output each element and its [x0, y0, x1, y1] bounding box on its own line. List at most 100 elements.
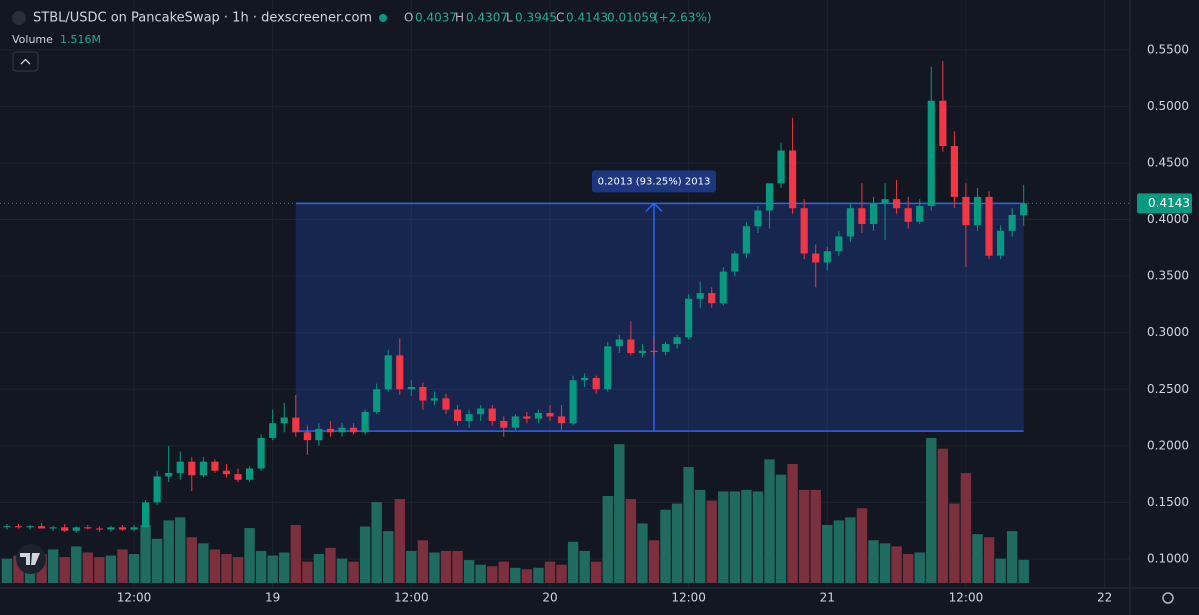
candle-body: [534, 413, 543, 419]
volume-bar: [856, 508, 868, 583]
volume-bar: [221, 554, 232, 583]
chart-title: STBL/USDC on PancakeSwap · 1h · dexscree…: [33, 11, 372, 26]
candle-body: [500, 420, 508, 428]
candle-body: [546, 413, 554, 417]
candle-body: [777, 150, 785, 184]
candle-body: [719, 271, 727, 304]
volume-bar: [798, 489, 810, 583]
volume-bar: [1018, 559, 1029, 583]
volume-bar: [544, 561, 556, 583]
measure-layer: [295, 202, 1024, 432]
volume-bar: [995, 558, 1006, 583]
symbol-icon: [12, 11, 26, 25]
volume-bar: [151, 538, 163, 583]
volume-bar: [752, 491, 764, 583]
y-tick-label: 0.1000: [1147, 551, 1189, 565]
open-value: 0.4037: [415, 11, 457, 25]
x-tick-label: 20: [542, 591, 557, 605]
candle-body: [118, 527, 127, 530]
y-tick-label: 0.2500: [1147, 382, 1189, 396]
change-percent: (+2.63%): [654, 11, 712, 25]
candle-body: [61, 527, 69, 531]
candle-body: [38, 526, 46, 529]
candle-body: [592, 377, 600, 390]
volume-bar: [810, 489, 821, 583]
candle-body: [211, 461, 219, 471]
x-tick-label: 12:00: [117, 591, 152, 605]
candle-body: [222, 470, 231, 475]
candle-body: [985, 196, 993, 256]
candle-body: [950, 145, 958, 197]
volume-bar: [914, 552, 925, 583]
candle-body: [442, 398, 450, 410]
volume-bar: [868, 540, 879, 583]
candle-body: [245, 468, 254, 480]
high-value: 0.4307: [466, 11, 508, 25]
volume-bar: [683, 467, 694, 583]
candle-body: [1008, 214, 1016, 231]
candle-body: [72, 527, 80, 531]
volume-bar: [706, 500, 717, 583]
volume-bar: [671, 503, 683, 583]
candle-body: [1020, 203, 1028, 216]
candle-body: [997, 230, 1005, 256]
candle-body: [3, 526, 11, 528]
volume-bar: [82, 552, 94, 583]
x-tick-label: 12:00: [394, 591, 429, 605]
volume-bar: [117, 549, 128, 583]
candle-body: [361, 411, 369, 433]
volume-bar: [972, 534, 983, 583]
axis-layer: 0.5500 0.5000 0.4500 0.4000 0.3500 0.3000 0.25…: [117, 42, 1189, 604]
candle-body: [130, 527, 138, 530]
candle-body: [84, 527, 92, 529]
volume-bar: [787, 463, 798, 583]
candle-body: [107, 527, 115, 530]
volume-bar: [567, 541, 579, 583]
tv-logo-mark: [20, 553, 40, 565]
volume-bar: [510, 567, 521, 583]
candle-body: [569, 380, 577, 424]
candle-body: [465, 414, 473, 421]
candle-body: [557, 416, 566, 424]
volume-bar: [13, 555, 24, 583]
candle-body: [754, 210, 762, 227]
volume-bar: [521, 569, 533, 583]
candle-body: [153, 476, 161, 503]
volume-bar: [302, 561, 313, 583]
volume-bar: [325, 547, 336, 583]
x-tick-label: 22: [1097, 591, 1112, 605]
candle-body: [176, 461, 184, 473]
volume-bar: [186, 537, 197, 583]
candle-body: [49, 527, 57, 529]
candle-body: [453, 409, 462, 421]
volume-bar: [775, 474, 787, 583]
candle-body: [904, 208, 912, 222]
candle-body: [673, 337, 681, 344]
volume-bar: [637, 523, 648, 583]
volume-bar: [579, 550, 590, 583]
candle-body: [881, 199, 889, 204]
candle-body: [615, 339, 623, 347]
last-price-tag: [1137, 193, 1192, 214]
candle-body: [349, 427, 358, 433]
candle-body: [269, 423, 277, 438]
volume-bar: [429, 552, 440, 583]
volume-bar: [1, 558, 13, 583]
open-label: O: [404, 11, 413, 25]
volume-bar: [59, 557, 70, 583]
volume-bar: [290, 525, 301, 583]
candle-body: [812, 253, 820, 263]
candle-body: [419, 386, 427, 401]
volume-bar: [694, 489, 706, 583]
volume-title: Volume: [12, 33, 53, 46]
volume-bar: [625, 499, 637, 583]
volume-bar: [383, 531, 394, 583]
volume-bar: [394, 499, 405, 583]
candle-body: [800, 208, 808, 254]
x-tick-label: 12:00: [671, 591, 706, 605]
collapse-button[interactable]: [12, 51, 39, 72]
y-tick-label: 0.2000: [1147, 438, 1189, 452]
settings-icon[interactable]: [1162, 592, 1174, 604]
volume-bar: [498, 561, 509, 583]
volume-bar: [648, 540, 660, 583]
